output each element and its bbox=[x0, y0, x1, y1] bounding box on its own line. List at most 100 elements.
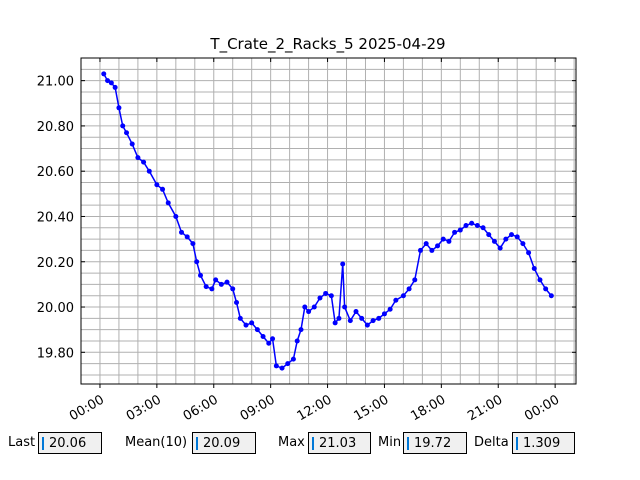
point bbox=[429, 247, 435, 253]
x-tick-label: 00:00 bbox=[67, 392, 107, 424]
point bbox=[243, 322, 249, 328]
y-tick-label: 20.60 bbox=[37, 165, 74, 180]
point bbox=[332, 320, 338, 326]
point bbox=[260, 333, 266, 339]
point bbox=[270, 336, 276, 342]
stat-label: Delta bbox=[474, 435, 509, 450]
point bbox=[194, 259, 200, 265]
x-tick-label: 03:00 bbox=[124, 392, 164, 424]
point bbox=[298, 327, 304, 333]
point bbox=[249, 320, 255, 326]
y-tick-label: 20.80 bbox=[37, 120, 74, 135]
stat-label: Max bbox=[278, 435, 305, 450]
point bbox=[323, 290, 329, 296]
point bbox=[209, 286, 215, 292]
point bbox=[548, 293, 554, 299]
point bbox=[273, 363, 279, 369]
point bbox=[340, 261, 346, 267]
stat-label: Min bbox=[378, 435, 402, 450]
point bbox=[179, 229, 185, 235]
point bbox=[486, 232, 492, 238]
point bbox=[457, 227, 463, 233]
point bbox=[141, 159, 147, 165]
point bbox=[497, 245, 503, 251]
point bbox=[285, 361, 291, 367]
point bbox=[370, 318, 376, 324]
point bbox=[154, 182, 160, 188]
point bbox=[491, 238, 497, 244]
stat-label: Last bbox=[8, 435, 36, 450]
point bbox=[469, 220, 475, 226]
point bbox=[112, 84, 118, 90]
stat-field[interactable]: 19.72 bbox=[403, 432, 467, 454]
stat-field[interactable]: 21.03 bbox=[308, 432, 371, 454]
point bbox=[417, 247, 423, 253]
point bbox=[266, 340, 272, 346]
point bbox=[509, 232, 515, 238]
point bbox=[503, 236, 509, 242]
stat-field[interactable]: 20.09 bbox=[192, 432, 256, 454]
point bbox=[290, 356, 296, 362]
point bbox=[440, 236, 446, 242]
point bbox=[108, 80, 114, 86]
point bbox=[531, 266, 537, 272]
x-tick-label: 21:00 bbox=[465, 392, 505, 424]
point bbox=[234, 300, 240, 305]
stat-field[interactable]: 20.06 bbox=[38, 432, 102, 454]
point bbox=[306, 309, 312, 315]
point bbox=[254, 327, 260, 333]
x-tick-label: 15:00 bbox=[351, 392, 391, 424]
point bbox=[224, 279, 230, 285]
x-tick-label: 18:00 bbox=[408, 392, 448, 424]
point bbox=[376, 315, 382, 321]
point bbox=[452, 229, 458, 235]
x-tick-label: 09:00 bbox=[238, 392, 278, 424]
point bbox=[279, 365, 285, 371]
point bbox=[364, 322, 370, 328]
point bbox=[218, 281, 224, 287]
point bbox=[543, 286, 549, 292]
point bbox=[302, 304, 308, 310]
point bbox=[514, 234, 520, 240]
point bbox=[435, 243, 441, 249]
point bbox=[423, 241, 429, 247]
point bbox=[190, 241, 196, 247]
point bbox=[393, 297, 399, 303]
point bbox=[135, 155, 141, 161]
point bbox=[412, 277, 418, 283]
point bbox=[537, 277, 543, 283]
point bbox=[160, 186, 166, 192]
point bbox=[173, 213, 179, 219]
point bbox=[203, 284, 209, 290]
point bbox=[230, 286, 236, 292]
point bbox=[359, 315, 365, 321]
point bbox=[311, 304, 317, 310]
point bbox=[526, 250, 532, 256]
point bbox=[146, 168, 152, 174]
point bbox=[165, 200, 171, 206]
chart: T_Crate_2_Racks_5 2025-04-29 19.80 20.00 2… bbox=[37, 35, 577, 424]
point bbox=[406, 286, 412, 292]
point bbox=[342, 304, 348, 310]
point bbox=[474, 223, 480, 229]
plot-frame bbox=[80, 57, 577, 385]
point bbox=[463, 223, 469, 229]
stat-field[interactable]: 1.309 bbox=[512, 432, 575, 454]
point bbox=[520, 241, 526, 247]
x-tick-label: 12:00 bbox=[295, 392, 335, 424]
point bbox=[381, 311, 387, 317]
point bbox=[446, 238, 452, 244]
chart-title: T_Crate_2_Racks_5 2025-04-29 bbox=[209, 35, 445, 54]
point bbox=[480, 225, 486, 231]
y-tick-label: 20.40 bbox=[37, 210, 74, 225]
point bbox=[400, 293, 406, 299]
point bbox=[237, 315, 243, 321]
point bbox=[105, 78, 111, 84]
y-tick-label: 21.00 bbox=[37, 75, 74, 90]
point bbox=[184, 234, 190, 240]
y-tick-label: 20.20 bbox=[37, 256, 74, 271]
point bbox=[213, 277, 219, 283]
point bbox=[387, 306, 393, 312]
point bbox=[197, 272, 203, 278]
